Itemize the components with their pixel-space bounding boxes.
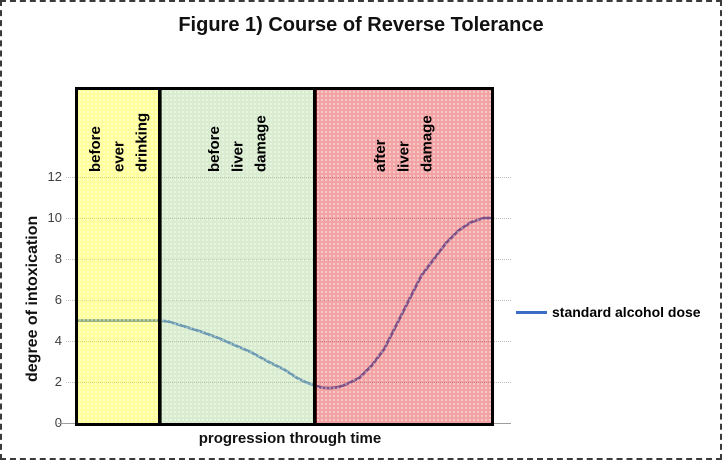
y-gridline xyxy=(66,381,511,383)
zone-label: after liver damage xyxy=(371,115,436,172)
legend-label: standard alcohol dose xyxy=(552,304,701,320)
zone-before-ever-drinking: before ever drinking xyxy=(75,87,162,426)
series-line-standard-alcohol-dose xyxy=(75,216,494,390)
legend-line-sample xyxy=(516,310,547,314)
zone-label: before ever drinking xyxy=(86,112,151,172)
y-gridline xyxy=(66,340,511,342)
y-tick-label: 12 xyxy=(47,169,62,184)
legend: standard alcohol dose xyxy=(516,304,701,320)
y-gridline xyxy=(66,299,511,301)
y-tick-label: 10 xyxy=(47,210,62,225)
y-tick-label: 8 xyxy=(54,251,62,266)
x-axis-title: progression through time xyxy=(198,430,382,447)
zone-after-liver-damage: after liver damage xyxy=(312,87,494,426)
y-tick-label: 6 xyxy=(54,292,62,307)
chart-title: Figure 1) Course of Reverse Tolerance xyxy=(178,14,544,36)
y-gridline xyxy=(66,176,511,178)
y-gridline xyxy=(66,217,511,219)
y-tick-label: 0 xyxy=(18,415,62,430)
y-gridline xyxy=(66,258,511,260)
zone-before-liver-damage: before liver damage xyxy=(158,87,317,426)
zone-label: before liver damage xyxy=(205,115,270,172)
y-tick-label: 2 xyxy=(54,374,62,389)
y-tick-label: 4 xyxy=(54,333,62,348)
